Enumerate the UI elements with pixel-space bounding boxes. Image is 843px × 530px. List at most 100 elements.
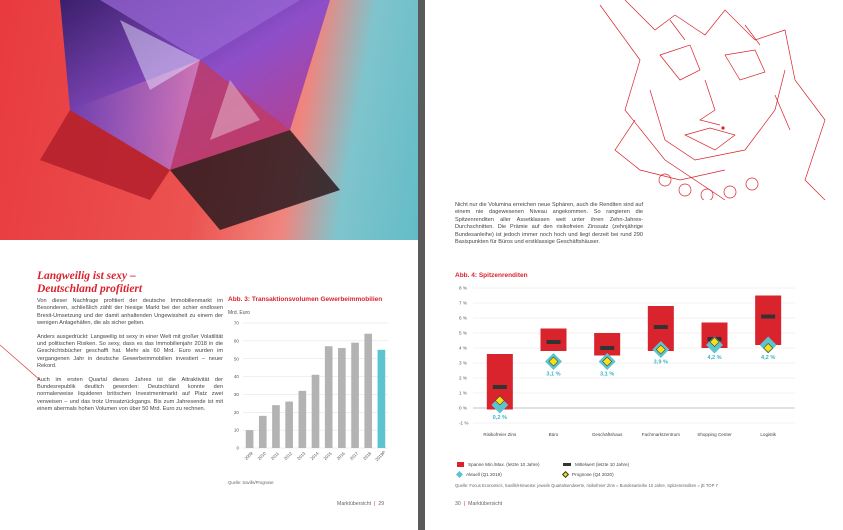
mean-marker xyxy=(761,314,776,319)
paragraph: Auch im ersten Quartal dieses Jahres ist… xyxy=(37,376,223,413)
range-bar xyxy=(540,328,567,351)
y-tick-label: 0 xyxy=(236,446,239,451)
y-tick-label: 30 xyxy=(234,392,240,397)
chart-3-source: Quelle: Savills/Prognose xyxy=(228,480,274,485)
right-body-text: Nicht nur die Volumina erreichen neue Sp… xyxy=(455,202,643,252)
forecast-diamond xyxy=(548,356,559,367)
x-tick-label: Fachmarktzentrum xyxy=(642,432,680,437)
y-tick-label: 8 % xyxy=(459,286,467,291)
y-tick-label: 3 % xyxy=(459,361,467,366)
forecast-diamond xyxy=(494,395,505,406)
bar xyxy=(377,349,386,448)
legend-forecast-diamond-icon xyxy=(561,470,570,479)
forecast-diamond xyxy=(602,356,613,367)
x-tick-label: Geschäftshaus xyxy=(592,432,623,437)
x-tick-label: 2018 xyxy=(362,450,373,461)
footer-left: Marktübersicht | 29 xyxy=(337,501,385,507)
footer-section: Marktübersicht xyxy=(468,501,503,507)
legend-mean-label: Mittelwert (letzte 10 Jahre) xyxy=(575,462,630,467)
legend-current: Aktuell (Q1 2019) xyxy=(455,470,502,479)
legend-mean: Mittelwert (letzte 10 Jahre) xyxy=(563,462,629,467)
forecast-diamond xyxy=(763,343,774,353)
x-tick-label: 2015 xyxy=(322,450,333,461)
legend-range-label: Spanne Min./Max. (letzte 10 Jahre) xyxy=(468,462,540,467)
y-tick-label: 1 % xyxy=(459,391,467,396)
legend-current-diamond-icon xyxy=(455,470,464,479)
legend-forecast-label: Prognose (Q4 2020) xyxy=(572,472,614,477)
bar xyxy=(351,342,359,448)
chart-4-peak-yields: -1 % 0 % 1 % 2 % 3 % 4 % 5 % 6 % 7 % 8 % 0,2 % Risi… xyxy=(459,286,795,437)
current-value-label: 0,2 % xyxy=(493,415,507,421)
bar xyxy=(311,374,320,448)
x-tick-label: 2012 xyxy=(283,450,294,461)
headline-line-2: Deutschland profitiert xyxy=(37,283,143,295)
footer-right: 30 | Marktübersicht xyxy=(455,501,503,507)
y-tick-label: 2 % xyxy=(459,376,467,381)
bar xyxy=(324,346,333,448)
bar xyxy=(285,401,293,448)
mean-marker xyxy=(546,340,561,344)
current-value-label: 4,2 % xyxy=(761,355,775,361)
portrait-line-illustration xyxy=(599,0,826,200)
current-value-label: 3,9 % xyxy=(654,360,668,366)
x-tick-label: Shopping Center xyxy=(697,432,732,437)
x-tick-label: 2017 xyxy=(349,450,360,461)
forecast-diamond xyxy=(709,337,720,347)
bar xyxy=(245,430,254,448)
paragraph: Anders ausgedrückt: Langweilig ist sexy … xyxy=(37,333,223,370)
forecast-diamond xyxy=(655,344,666,355)
y-tick-label: 5 % xyxy=(459,331,467,336)
gem-hero-image xyxy=(0,0,418,240)
bar xyxy=(364,333,373,448)
article-headline: Langweilig ist sexy – Deutschland profit… xyxy=(37,270,237,296)
left-page: Langweilig ist sexy – Deutschland profit… xyxy=(0,0,418,530)
y-tick-label: 6 % xyxy=(459,316,467,321)
y-tick-label: 10 xyxy=(234,428,240,433)
bar xyxy=(298,390,307,448)
page-number: 29 xyxy=(378,501,385,507)
range-bar xyxy=(594,333,621,356)
y-tick-label: 0 % xyxy=(459,406,467,411)
current-value-label: 3,1 % xyxy=(546,372,560,378)
y-tick-label: 20 xyxy=(234,410,240,415)
mean-marker xyxy=(653,325,668,329)
x-tick-label: 2019P xyxy=(374,450,386,462)
legend-range: Spanne Min./Max. (letzte 10 Jahre) xyxy=(457,462,540,467)
x-tick-label: 2014 xyxy=(309,450,320,461)
legend-current-label: Aktuell (Q1 2019) xyxy=(466,472,502,477)
right-page: Nicht nur die Volumina erreichen neue Sp… xyxy=(425,0,843,530)
page-number: 30 xyxy=(455,501,461,507)
footer-section: Marktübersicht xyxy=(337,501,372,507)
bar xyxy=(272,405,280,448)
x-tick-label: 2010 xyxy=(257,450,268,461)
y-tick-label: 40 xyxy=(234,374,240,379)
x-tick-label: 2009 xyxy=(243,450,254,461)
headline-line-1: Langweilig ist sexy – xyxy=(37,270,136,282)
x-tick-label: 2013 xyxy=(296,450,307,461)
y-tick-label: -1 % xyxy=(459,421,468,426)
legend-range-swatch xyxy=(457,462,464,467)
y-tick-label: 7 % xyxy=(459,301,467,306)
y-tick-label: 4 % xyxy=(459,346,467,351)
y-tick-label: 70 xyxy=(234,321,240,326)
x-tick-label: Risikofreier Zins xyxy=(483,432,517,437)
legend-mean-swatch xyxy=(563,463,571,466)
x-tick-label: 2016 xyxy=(336,450,347,461)
mean-marker xyxy=(600,346,615,350)
y-tick-label: 50 xyxy=(234,356,240,361)
chart-4-source: Quelle: Focus Economics, Savills/Hinweis… xyxy=(455,483,718,488)
gem-icon xyxy=(40,0,340,230)
x-tick-label: Büro xyxy=(549,432,559,437)
current-value-label: 4,2 % xyxy=(707,355,721,361)
chart-4-title: Abb. 4: Spitzenrenditen xyxy=(455,272,528,279)
chart-3-unit-label: Mrd. Euro xyxy=(228,310,250,316)
current-value-label: 3,1 % xyxy=(600,372,614,378)
x-tick-label: Logistik xyxy=(760,432,776,437)
bar xyxy=(338,348,346,448)
legend-forecast: Prognose (Q4 2020) xyxy=(561,470,614,479)
x-tick-label: 2011 xyxy=(270,450,281,461)
chart-3-title: Abb. 3: Transaktionsvolumen Gewerbeimmob… xyxy=(228,296,383,303)
y-tick-label: 60 xyxy=(234,338,240,343)
bar xyxy=(258,415,267,448)
